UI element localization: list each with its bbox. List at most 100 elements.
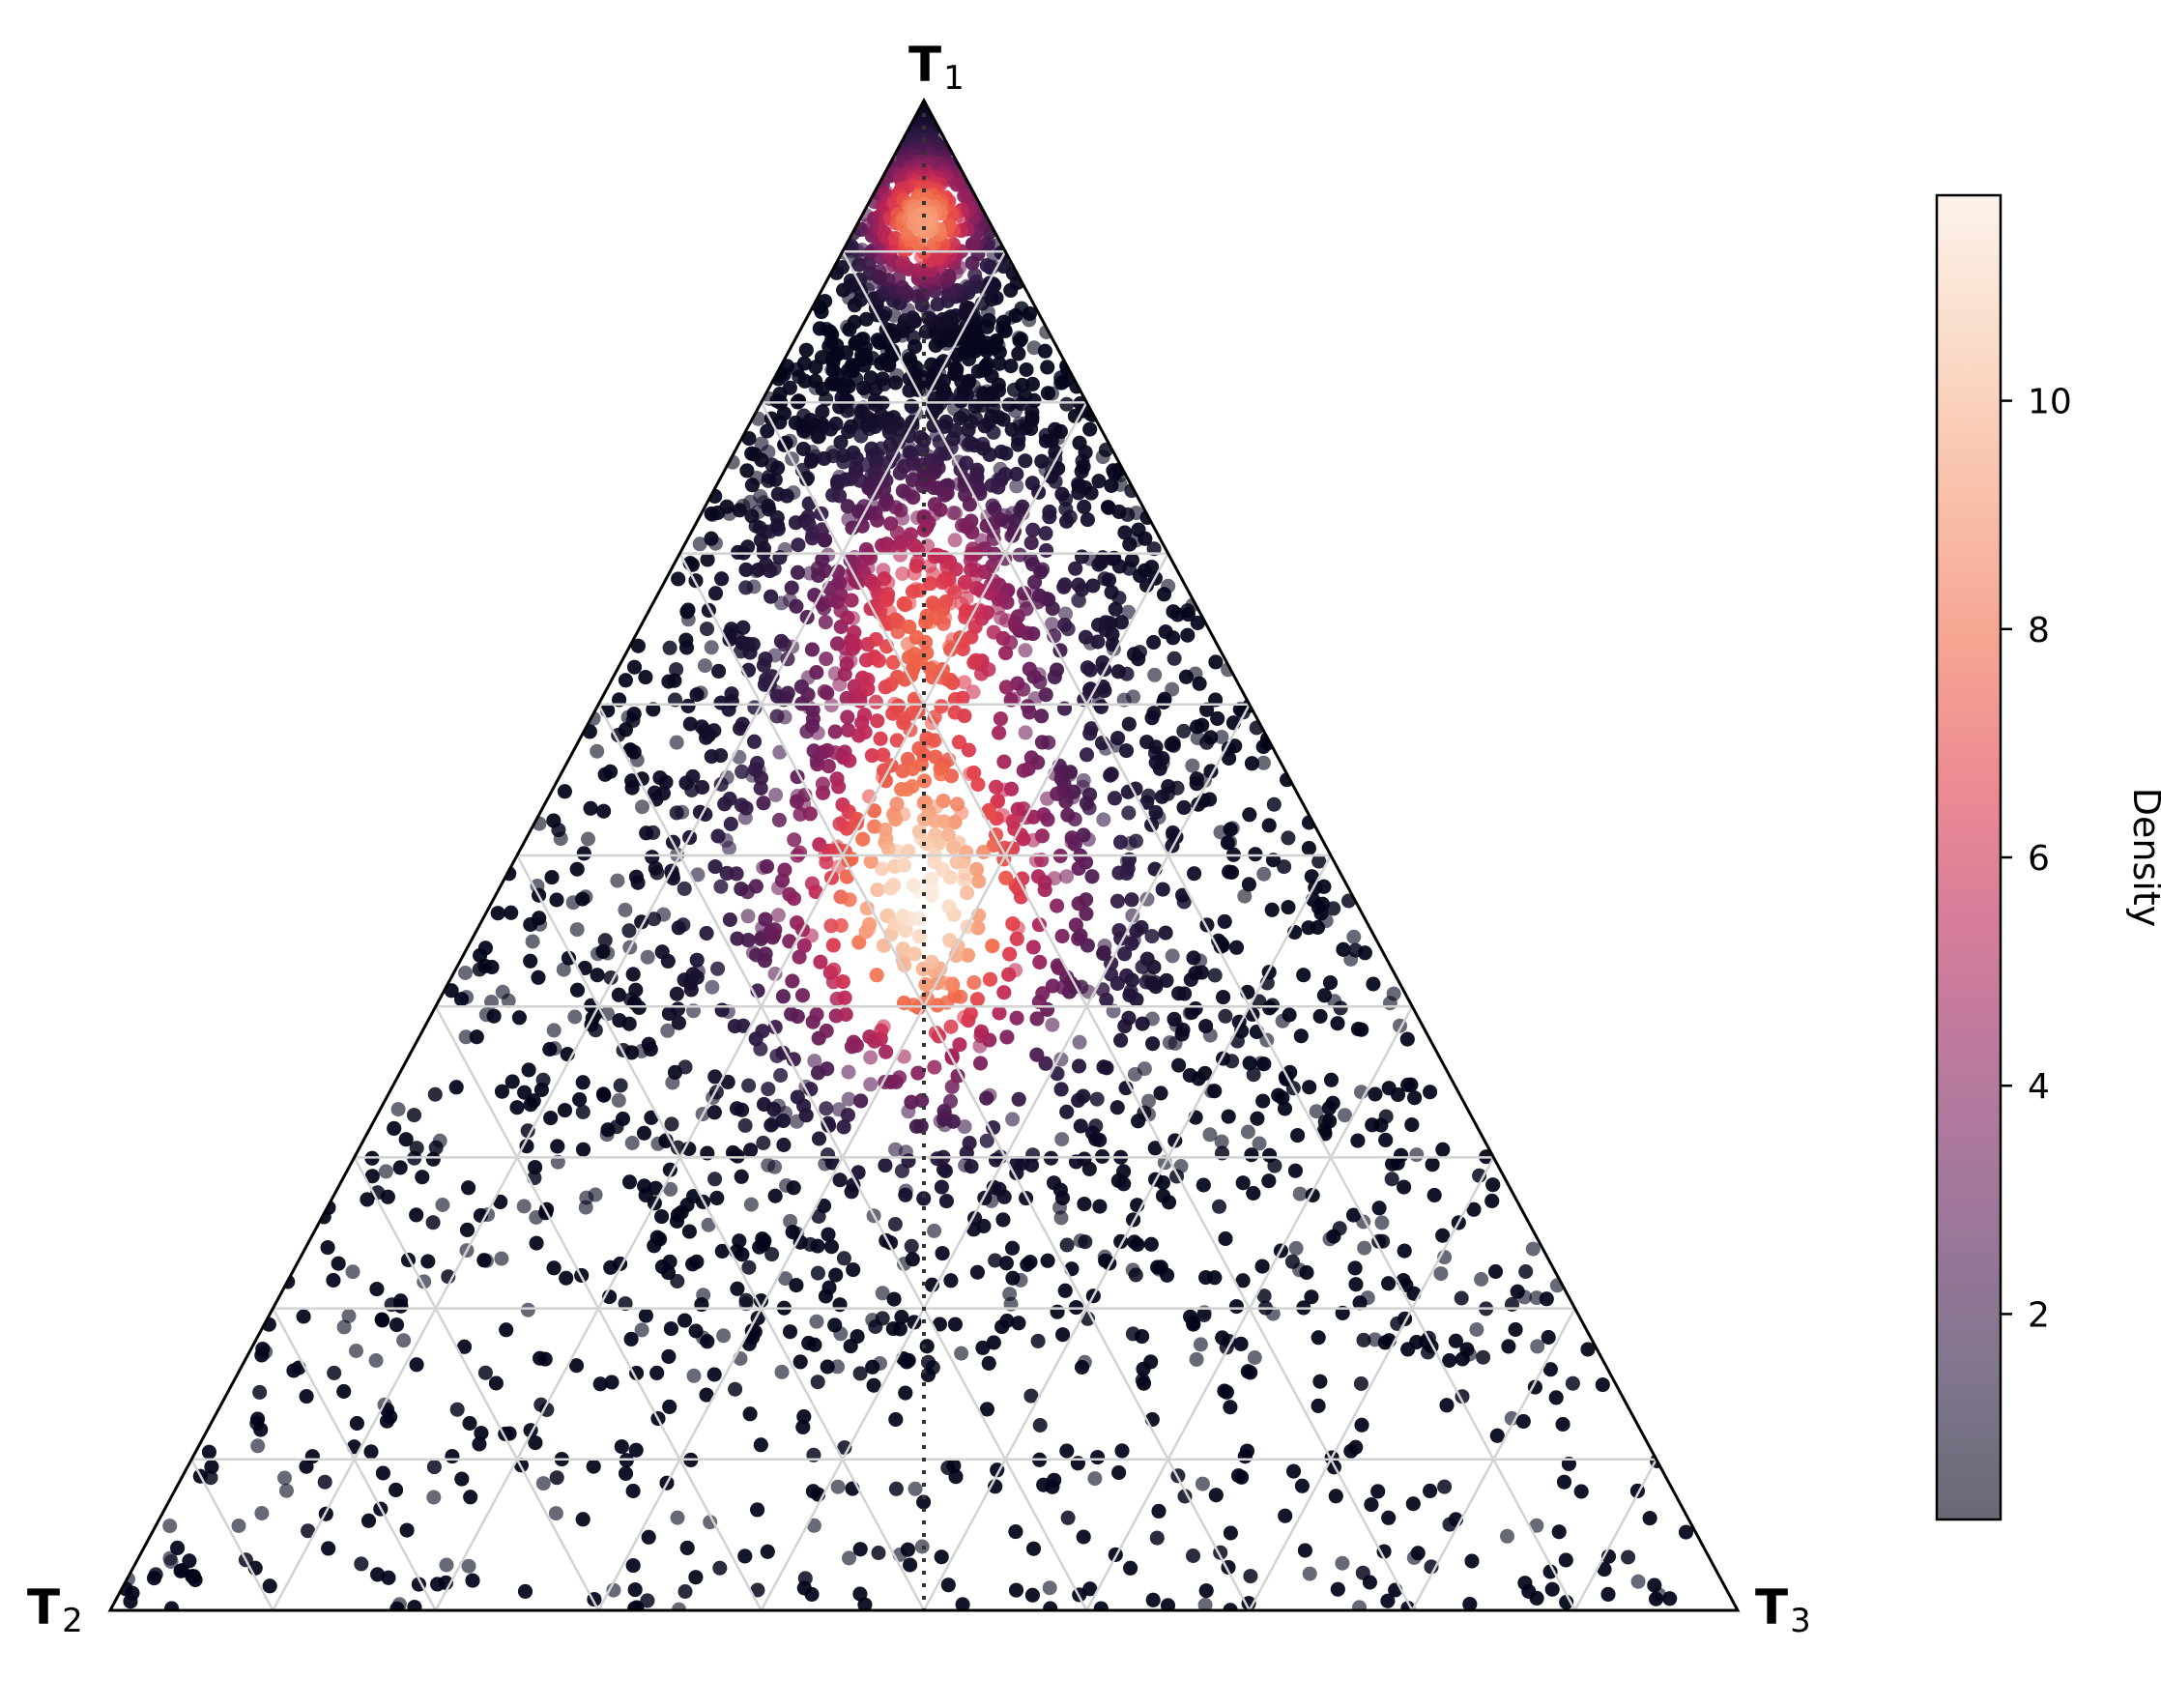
- data-point: [549, 892, 564, 908]
- data-point: [432, 1133, 447, 1148]
- data-point: [494, 1251, 509, 1266]
- data-point: [815, 404, 830, 420]
- data-point: [1189, 1351, 1204, 1367]
- data-point: [1090, 1450, 1106, 1465]
- data-point: [649, 865, 665, 881]
- data-point: [625, 1558, 641, 1574]
- data-point: [677, 1059, 693, 1075]
- data-point: [1254, 1259, 1270, 1274]
- data-point: [1097, 1249, 1112, 1264]
- data-point: [1183, 1309, 1198, 1324]
- data-point: [407, 1600, 422, 1610]
- data-point: [662, 1399, 677, 1414]
- data-point: [1437, 1479, 1453, 1494]
- data-point: [590, 743, 605, 759]
- data-point: [803, 454, 819, 469]
- data-point: [622, 1174, 637, 1190]
- data-point: [810, 1375, 825, 1390]
- data-point: [1255, 1093, 1271, 1109]
- data-point: [1217, 913, 1232, 929]
- data-point: [1167, 651, 1182, 666]
- data-point: [1207, 968, 1223, 983]
- data-point: [360, 1192, 375, 1207]
- data-point: [1221, 1109, 1236, 1124]
- data-point: [1150, 1259, 1166, 1275]
- data-point: [734, 1169, 749, 1184]
- data-point: [742, 1406, 758, 1422]
- data-point: [1485, 1177, 1501, 1193]
- data-point: [203, 1470, 218, 1486]
- data-point: [1154, 789, 1169, 804]
- data-point: [1435, 1142, 1451, 1157]
- data-point: [737, 1117, 753, 1133]
- data-point: [1642, 1511, 1657, 1526]
- data-point: [435, 1198, 450, 1212]
- data-point: [921, 1354, 936, 1370]
- data-point: [1240, 1124, 1255, 1140]
- data-point: [548, 1506, 563, 1521]
- data-point: [767, 1188, 783, 1203]
- data-point: [1595, 1377, 1610, 1393]
- data-point: [669, 735, 684, 750]
- data-point: [638, 1308, 653, 1323]
- data-point: [569, 922, 585, 938]
- data-point: [361, 1513, 376, 1528]
- data-point: [1145, 1592, 1161, 1607]
- data-point: [535, 1072, 551, 1087]
- data-point: [786, 1180, 801, 1196]
- data-point: [1121, 805, 1137, 821]
- data-point: [1059, 513, 1075, 529]
- data-point: [1621, 1549, 1636, 1565]
- data-point: [488, 1375, 504, 1391]
- data-point: [730, 1281, 745, 1296]
- data-point: [537, 1351, 553, 1367]
- data-point: [572, 1092, 588, 1107]
- data-point: [486, 1008, 502, 1024]
- data-point: [1580, 1342, 1596, 1357]
- data-point: [1474, 1272, 1489, 1287]
- data-point: [916, 1494, 932, 1510]
- data-point: [819, 391, 834, 407]
- data-point: [689, 952, 705, 968]
- data-point: [999, 1314, 1015, 1328]
- data-point: [370, 1567, 386, 1582]
- data-point: [986, 1335, 1001, 1350]
- data-point: [553, 831, 568, 847]
- data-point: [627, 659, 642, 675]
- data-point: [774, 1364, 790, 1379]
- data-point: [301, 1523, 316, 1539]
- data-point: [1321, 1100, 1337, 1115]
- data-point: [258, 1345, 274, 1359]
- data-point: [738, 1292, 754, 1308]
- data-point: [1059, 1443, 1075, 1459]
- data-point: [1212, 1199, 1226, 1214]
- data-point: [1202, 1127, 1218, 1143]
- data-point: [1284, 1254, 1300, 1269]
- data-point: [461, 1558, 476, 1574]
- data-point: [254, 1506, 270, 1520]
- data-point: [547, 1041, 562, 1057]
- data-point: [707, 1172, 723, 1187]
- data-point: [389, 1482, 404, 1497]
- data-point: [735, 1102, 750, 1117]
- data-point: [363, 1444, 379, 1460]
- data-point: [1087, 1471, 1103, 1487]
- data-point: [1246, 1186, 1261, 1201]
- data-point: [1143, 1354, 1159, 1370]
- data-point: [1302, 1080, 1317, 1095]
- data-point: [1312, 1374, 1328, 1389]
- data-point: [1040, 1253, 1055, 1268]
- data-point: [842, 1550, 856, 1566]
- data-point: [1171, 986, 1187, 1001]
- data-point: [628, 982, 644, 998]
- data-point: [761, 1082, 776, 1097]
- data-point: [688, 1570, 704, 1585]
- data-point: [1525, 1241, 1541, 1257]
- data-point: [1121, 1010, 1137, 1026]
- data-point: [1281, 830, 1296, 846]
- data-point: [995, 1212, 1011, 1228]
- data-point: [1127, 1066, 1142, 1082]
- data-point: [588, 1187, 603, 1202]
- data-point: [888, 1481, 904, 1496]
